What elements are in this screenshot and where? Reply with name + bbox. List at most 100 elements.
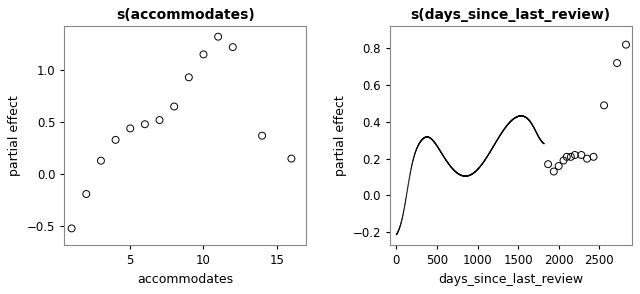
Point bbox=[410, 153, 420, 157]
Point bbox=[488, 145, 498, 150]
Point bbox=[392, 232, 402, 236]
Point bbox=[397, 218, 407, 223]
Point bbox=[516, 113, 527, 118]
Point bbox=[408, 160, 418, 165]
Point bbox=[410, 152, 420, 156]
Point bbox=[461, 174, 472, 178]
Point bbox=[447, 166, 457, 170]
Point bbox=[489, 143, 499, 147]
Point bbox=[467, 171, 477, 176]
Point bbox=[409, 155, 419, 160]
Point bbox=[393, 229, 403, 234]
Point bbox=[518, 114, 529, 119]
Point bbox=[484, 150, 495, 155]
Point bbox=[495, 134, 505, 138]
Point bbox=[518, 114, 529, 119]
Point bbox=[470, 170, 480, 174]
Point bbox=[497, 130, 508, 134]
Point bbox=[493, 136, 503, 141]
Point bbox=[512, 114, 522, 119]
Point bbox=[495, 132, 506, 137]
Point bbox=[451, 170, 461, 175]
Y-axis label: partial effect: partial effect bbox=[8, 95, 21, 176]
Point bbox=[467, 172, 477, 176]
Point bbox=[531, 129, 541, 134]
Point bbox=[474, 166, 484, 171]
Point bbox=[487, 146, 497, 150]
Point bbox=[522, 116, 532, 121]
Point bbox=[459, 174, 469, 178]
X-axis label: accommodates: accommodates bbox=[137, 273, 233, 286]
Point bbox=[518, 114, 528, 118]
Point bbox=[536, 139, 547, 143]
Point bbox=[474, 166, 484, 170]
Point bbox=[408, 157, 419, 161]
Point bbox=[466, 172, 476, 177]
Point bbox=[417, 137, 428, 142]
Point bbox=[433, 146, 444, 150]
Point bbox=[506, 119, 516, 123]
Point bbox=[422, 135, 432, 139]
Point bbox=[426, 136, 436, 141]
Point bbox=[499, 127, 509, 132]
Point bbox=[529, 125, 539, 130]
Point bbox=[522, 116, 532, 121]
Point bbox=[428, 138, 438, 142]
Point bbox=[534, 135, 544, 139]
Point bbox=[507, 118, 517, 123]
Point bbox=[527, 121, 537, 126]
Point bbox=[410, 152, 420, 157]
Point bbox=[392, 232, 402, 237]
Point bbox=[413, 142, 424, 147]
Point bbox=[472, 167, 483, 172]
Point bbox=[536, 138, 546, 143]
Point bbox=[488, 144, 499, 148]
Point bbox=[529, 126, 539, 130]
Point bbox=[399, 208, 409, 212]
Point bbox=[476, 163, 486, 167]
Point bbox=[530, 128, 540, 132]
Point bbox=[402, 188, 412, 193]
Point bbox=[465, 173, 475, 178]
Point bbox=[461, 174, 471, 178]
Point bbox=[401, 192, 412, 197]
Point bbox=[449, 168, 459, 173]
Point bbox=[440, 156, 451, 161]
Point bbox=[477, 162, 487, 167]
Point bbox=[412, 147, 422, 151]
Point bbox=[482, 154, 492, 159]
Point bbox=[503, 122, 513, 127]
Point bbox=[415, 141, 425, 145]
Point bbox=[435, 148, 445, 153]
Point bbox=[198, 52, 209, 57]
Point bbox=[499, 127, 509, 131]
Point bbox=[507, 118, 517, 123]
Point bbox=[525, 119, 536, 124]
Point bbox=[417, 137, 428, 142]
Point bbox=[466, 172, 476, 177]
Point bbox=[403, 186, 413, 191]
Point bbox=[437, 152, 447, 157]
Point bbox=[414, 141, 424, 146]
Point bbox=[525, 120, 536, 125]
Point bbox=[423, 135, 433, 139]
Point bbox=[502, 123, 512, 128]
Point bbox=[514, 114, 524, 118]
Point bbox=[434, 147, 444, 151]
Point bbox=[417, 137, 428, 141]
Point bbox=[415, 140, 425, 145]
Point bbox=[470, 170, 480, 175]
Point bbox=[502, 123, 513, 128]
Point bbox=[523, 116, 533, 121]
Point bbox=[470, 170, 480, 174]
Point bbox=[413, 144, 423, 148]
Point bbox=[395, 225, 405, 229]
Point bbox=[442, 159, 452, 164]
Point bbox=[436, 151, 447, 156]
Point bbox=[528, 124, 538, 129]
Point bbox=[529, 125, 539, 130]
Point bbox=[516, 113, 527, 118]
Point bbox=[497, 131, 507, 135]
Point bbox=[463, 173, 474, 178]
Point bbox=[460, 174, 470, 178]
